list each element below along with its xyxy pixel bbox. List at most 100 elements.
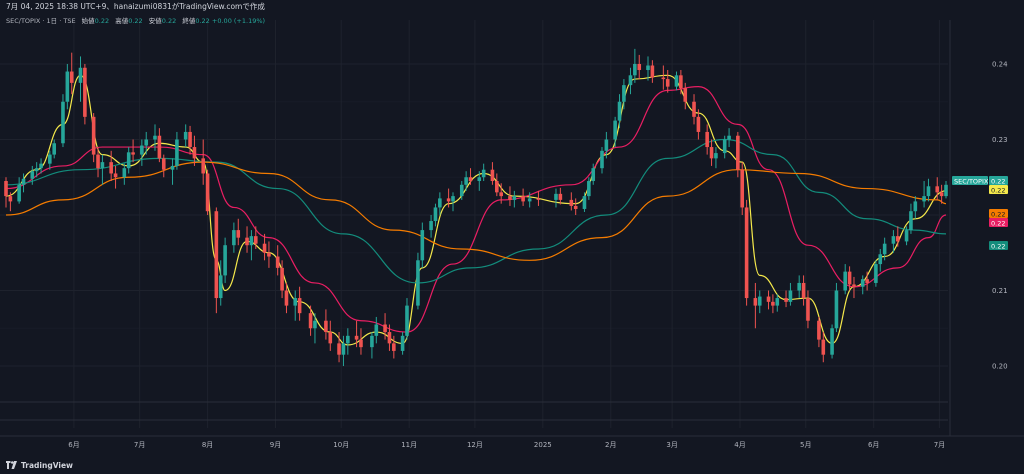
candle-body bbox=[499, 192, 503, 197]
candle-body bbox=[674, 75, 679, 87]
candle-body bbox=[512, 196, 517, 200]
x-tick-label: 2025 bbox=[534, 441, 552, 449]
candle-body bbox=[153, 135, 157, 140]
candle-body bbox=[895, 236, 900, 242]
candle-body bbox=[705, 131, 709, 148]
candle-body bbox=[433, 207, 438, 222]
candle-body bbox=[313, 320, 317, 329]
candle-body bbox=[400, 335, 405, 351]
time-axis[interactable]: 6月 7月 8月 9月 10月 11月 12月 2025 2月 3月 4月 5月 6月 7月 bbox=[68, 441, 945, 449]
candle-body bbox=[904, 230, 909, 242]
candle-body bbox=[48, 154, 52, 164]
symbol-legend[interactable]: SEC/TOPIX · 1日 · TSE 始値0.22 高値0.22 安値0.2… bbox=[0, 14, 1024, 28]
low-value: 0.22 bbox=[161, 17, 177, 25]
candle-body bbox=[521, 196, 525, 202]
candle-body bbox=[834, 290, 839, 329]
candle-body bbox=[757, 296, 762, 306]
candle-body bbox=[495, 181, 499, 193]
candle-body bbox=[249, 236, 254, 246]
x-tick-label: 9月 bbox=[270, 441, 281, 449]
x-tick-label: 6月 bbox=[868, 441, 879, 449]
change-value: +0.00 (+1.19%) bbox=[211, 17, 266, 25]
candle-body bbox=[913, 201, 918, 212]
candle-body bbox=[661, 77, 666, 80]
candle-body bbox=[882, 243, 887, 255]
x-tick-label: 11月 bbox=[401, 441, 417, 449]
candle-body bbox=[847, 271, 852, 285]
candle-body bbox=[91, 116, 96, 155]
candle-body bbox=[61, 101, 65, 144]
price-tag-bg bbox=[989, 209, 1008, 218]
y-tick-label: 0.21 bbox=[992, 287, 1008, 295]
candle-body bbox=[280, 267, 284, 291]
candle-body bbox=[420, 230, 425, 261]
candle-body bbox=[405, 305, 409, 336]
candle-body bbox=[392, 343, 396, 351]
chart-grid bbox=[0, 20, 1024, 437]
candle-body bbox=[944, 184, 948, 197]
price-tag-bg bbox=[989, 241, 1008, 250]
candle-body bbox=[341, 343, 346, 355]
tradingview-logo[interactable]: TradingView bbox=[6, 459, 73, 471]
candle-body bbox=[52, 143, 57, 155]
candle-body bbox=[293, 298, 298, 306]
candle-body bbox=[637, 63, 642, 71]
close-label: 終値 bbox=[182, 17, 196, 25]
candle-body bbox=[617, 101, 622, 121]
candle-body bbox=[622, 85, 626, 102]
candle-body bbox=[39, 163, 43, 169]
symbol-name[interactable]: SEC/TOPIX · 1日 · TSE bbox=[6, 17, 76, 25]
candle-body bbox=[771, 301, 775, 306]
price-tag-value: 0.22 bbox=[991, 219, 1005, 227]
candle-body bbox=[683, 88, 688, 102]
candle-body bbox=[354, 335, 359, 340]
candle-body bbox=[665, 79, 670, 87]
x-tick-label: 8月 bbox=[202, 441, 213, 449]
candle-body bbox=[205, 173, 210, 212]
moving-average-line bbox=[5, 161, 947, 261]
candle-body bbox=[536, 198, 541, 200]
candle-body bbox=[175, 139, 179, 166]
snapshot-header: 7月 04, 2025 18:38 UTC+9、hanaizumi0831がTr… bbox=[0, 0, 1024, 14]
price-tag-value: 0.22 bbox=[991, 242, 1005, 250]
candle-body bbox=[573, 205, 578, 209]
candle-body bbox=[100, 162, 105, 169]
price-tag-value: 0.22 bbox=[991, 177, 1005, 185]
candle-body bbox=[591, 168, 596, 182]
candle-body bbox=[736, 135, 740, 170]
candle-body bbox=[96, 154, 100, 169]
open-value: 0.22 bbox=[94, 17, 110, 25]
x-tick-label: 3月 bbox=[666, 441, 677, 449]
candle-body bbox=[696, 116, 701, 132]
candle-body bbox=[214, 211, 219, 299]
candle-body bbox=[569, 199, 574, 206]
candle-body bbox=[188, 131, 192, 148]
low-label: 安値 bbox=[148, 17, 162, 25]
candle-body bbox=[459, 184, 464, 197]
candle-body bbox=[613, 120, 617, 140]
candle-body bbox=[324, 320, 328, 333]
candle-body bbox=[830, 328, 834, 355]
candle-body bbox=[359, 339, 363, 348]
moving-average-line bbox=[5, 138, 947, 284]
candle-body bbox=[161, 158, 166, 170]
candle-body bbox=[490, 169, 495, 182]
candle-body bbox=[709, 147, 714, 159]
candle-body bbox=[157, 135, 162, 159]
candle-body bbox=[113, 173, 118, 178]
candle-body bbox=[714, 153, 718, 159]
candle-body bbox=[374, 324, 379, 336]
y-tick-label: 0.24 bbox=[992, 60, 1008, 68]
price-tag-bg bbox=[989, 176, 1008, 185]
candle-body bbox=[865, 279, 869, 283]
candle-body bbox=[775, 298, 780, 306]
x-tick-label: 4月 bbox=[734, 441, 745, 449]
moving-averages bbox=[5, 74, 947, 346]
candle-body bbox=[481, 169, 486, 178]
high-value: 0.22 bbox=[128, 17, 143, 25]
candle-body bbox=[83, 67, 87, 117]
candle-body bbox=[600, 150, 604, 169]
candle-body bbox=[646, 65, 650, 71]
high-label: 高値 bbox=[115, 17, 129, 25]
